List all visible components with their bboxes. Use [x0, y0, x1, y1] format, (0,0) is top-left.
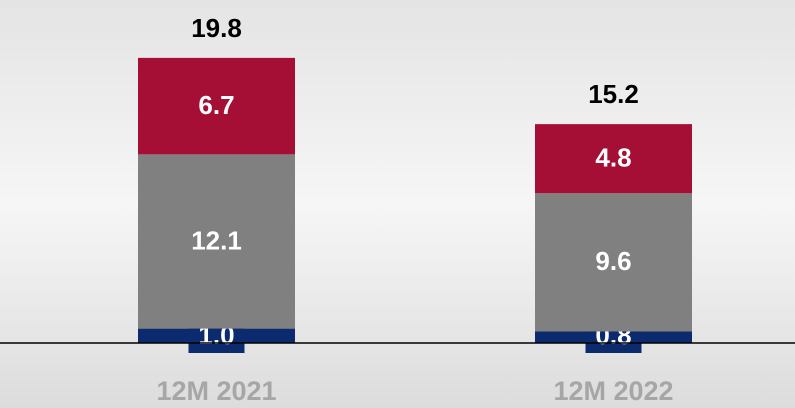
x-tick-label: 12M 2021 — [156, 376, 276, 406]
value-label: 9.6 — [595, 246, 631, 276]
value-label: 4.8 — [595, 143, 631, 173]
total-label: 15.2 — [588, 79, 639, 109]
value-label: 6.7 — [198, 90, 234, 120]
bar-segment — [138, 154, 295, 329]
bar-segment — [535, 193, 692, 332]
x-tick-label: 12M 2022 — [553, 376, 673, 406]
value-label: 12.1 — [191, 225, 242, 255]
total-label: 19.8 — [191, 13, 242, 43]
bar-segment — [138, 57, 295, 155]
bar-segment — [535, 124, 692, 194]
